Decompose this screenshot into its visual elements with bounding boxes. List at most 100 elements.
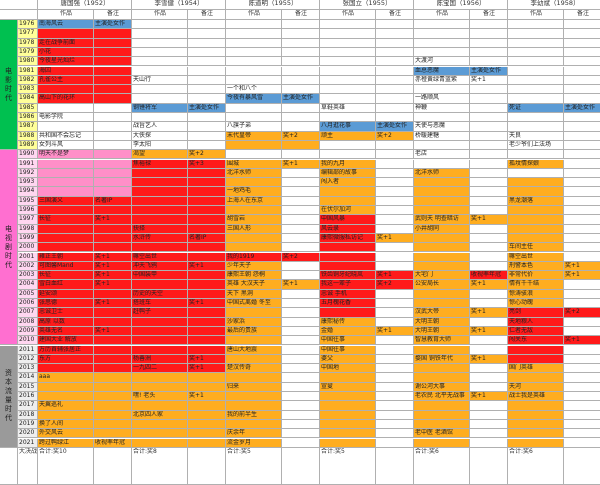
note-cell: 奖+1 — [470, 392, 508, 402]
note-cell — [470, 373, 508, 383]
note-cell — [376, 94, 414, 104]
note-cell — [564, 401, 600, 411]
note-cell — [564, 206, 600, 216]
work-cell — [320, 261, 376, 272]
work-cell — [414, 261, 470, 272]
note-cell — [376, 85, 414, 95]
note-cell — [470, 122, 508, 132]
work-cell: 孤坟情探娘 — [508, 159, 564, 169]
work-cell: 三国人形 — [226, 224, 282, 234]
work-cell — [508, 438, 564, 448]
note-cell — [94, 150, 132, 160]
note-cell — [564, 382, 600, 392]
work-cell — [508, 410, 564, 420]
work-cell: 建国大业 解放 — [38, 336, 94, 346]
note-cell — [188, 373, 226, 383]
note-cell — [564, 326, 600, 337]
work-cell — [226, 336, 282, 346]
work-cell: 黑龙潮落 — [508, 196, 564, 206]
work-cell: 风云录 — [320, 224, 376, 234]
note-cell — [470, 401, 508, 411]
work-cell — [508, 47, 564, 58]
work-cell — [132, 113, 188, 123]
note-cell — [376, 47, 414, 58]
work-cell: 嘿! 老头 — [132, 392, 188, 402]
note-cell — [564, 131, 600, 141]
note-cell: 奖+1 — [470, 215, 508, 225]
work-cell — [320, 94, 376, 104]
note-cell — [188, 168, 226, 179]
note-cell — [470, 233, 508, 244]
note-cell — [94, 75, 132, 86]
work-cell — [414, 206, 470, 216]
work-cell — [508, 113, 564, 123]
note-cell — [282, 419, 320, 430]
note-cell — [470, 187, 508, 197]
note-cell — [188, 243, 226, 253]
work-cell: 庆余年 — [226, 429, 282, 439]
note-cell — [94, 345, 132, 355]
note-cell — [188, 178, 226, 188]
note-cell — [282, 401, 320, 411]
work-cell: 抉择 — [132, 224, 188, 234]
note-cell: 奖+2 — [188, 150, 226, 160]
work-cell — [132, 66, 188, 76]
work-cell: 赤橙黄绿青蓝紫 — [414, 75, 470, 86]
work-cell — [414, 47, 470, 58]
note-cell — [94, 382, 132, 392]
work-cell: 一个和八个 — [226, 85, 282, 95]
year-cell: 1990 — [18, 150, 38, 160]
work-cell: 神鞭 — [414, 103, 470, 113]
work-cell: 一地鸡毛 — [226, 187, 282, 197]
work-cell — [132, 178, 188, 188]
work-cell: 在伏尔加河 — [320, 206, 376, 216]
note-cell — [564, 429, 600, 439]
note-cell — [564, 438, 600, 448]
work-cell — [226, 75, 282, 86]
work-cell — [132, 29, 188, 39]
note-cell — [94, 419, 132, 430]
note-cell — [564, 29, 600, 39]
footer-extra: 大决战 — [18, 447, 38, 485]
note-cell: 名著IP — [188, 233, 226, 244]
note-cell — [282, 373, 320, 383]
year-cell: 2018 — [18, 410, 38, 420]
person-header: 陈宝国（1956） — [414, 0, 508, 10]
year-cell: 1998 — [18, 224, 38, 234]
footer-blank — [376, 447, 414, 485]
person-header: 陈道明（1955） — [226, 0, 320, 10]
work-cell — [414, 345, 470, 355]
note-cell — [564, 57, 600, 67]
note-cell — [282, 75, 320, 86]
note-cell — [94, 140, 132, 151]
note-cell — [470, 429, 508, 439]
work-cell — [38, 159, 94, 169]
person-header: 李幼斌（1958） — [508, 0, 600, 10]
note-cell — [94, 159, 132, 169]
note-cell — [376, 215, 414, 225]
note-cell — [470, 47, 508, 58]
year-cell: 1976 — [18, 20, 38, 30]
work-cell: 闯关东 — [508, 336, 564, 346]
work-cell — [320, 140, 376, 151]
note-cell: 奖+2 — [376, 280, 414, 290]
note-cell — [282, 364, 320, 374]
note-cell: 奖+1 — [564, 261, 600, 272]
work-cell: 八旗子弟 — [226, 122, 282, 132]
note-cell — [188, 419, 226, 430]
note-cell: 奖+1 — [282, 280, 320, 290]
work-cell — [414, 187, 470, 197]
note-cell — [94, 168, 132, 179]
work-cell: 张思德 — [38, 299, 94, 309]
note-cell — [188, 196, 226, 206]
year-cell: 1995 — [18, 196, 38, 206]
note-cell — [376, 438, 414, 448]
note-cell — [470, 57, 508, 67]
year-cell: 2004 — [18, 280, 38, 290]
note-cell — [282, 410, 320, 420]
work-cell: 中国地 — [320, 364, 376, 374]
work-cell — [508, 66, 564, 76]
note-cell — [188, 94, 226, 104]
year-cell: 1983 — [18, 85, 38, 95]
note-cell — [282, 354, 320, 365]
